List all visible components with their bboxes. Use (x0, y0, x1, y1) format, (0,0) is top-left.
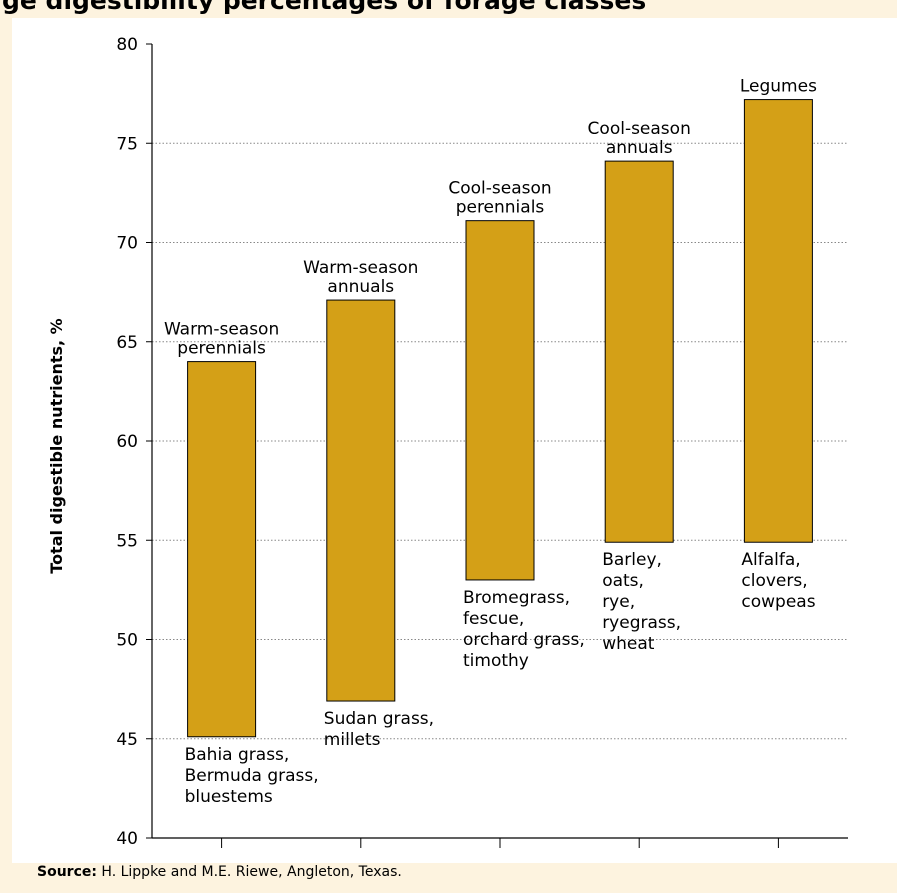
y-tick-label: 60 (116, 432, 138, 452)
example-label: fescue, (463, 609, 524, 629)
example-label: Alfalfa, (741, 550, 800, 570)
example-label: Bahia grass, (185, 745, 290, 765)
source-label: Source: (37, 864, 97, 880)
y-tick-label: 50 (116, 631, 138, 651)
range-bar (604, 160, 674, 543)
category-label: perennials (177, 339, 266, 359)
header-strip: ge digestibility percentages of forage c… (0, 0, 897, 16)
example-label: ryegrass, (602, 613, 681, 633)
y-tick-label: 65 (116, 333, 138, 353)
example-label: orchard grass, (463, 630, 585, 650)
example-label: oats, (602, 571, 644, 591)
category-label: Cool-season (588, 119, 691, 139)
category-label: annuals (327, 277, 394, 297)
source-note: Source: H. Lippke and M.E. Riewe, Anglet… (37, 864, 402, 880)
y-tick-label: 55 (116, 531, 138, 551)
page-title: ge digestibility percentages of forage c… (2, 0, 647, 15)
example-label: millets (324, 730, 381, 750)
range-bar (187, 361, 257, 738)
example-label: Bromegrass, (463, 588, 570, 608)
example-label: timothy (463, 651, 529, 671)
category-label: Warm-season (303, 258, 418, 278)
category-label: Warm-season (164, 320, 279, 340)
category-label: Cool-season (448, 179, 551, 199)
example-label: rye, (602, 592, 635, 612)
category-label: annuals (606, 138, 673, 158)
category-label: Legumes (740, 77, 817, 97)
range-bar (465, 220, 535, 581)
source-text: H. Lippke and M.E. Riewe, Angleton, Texa… (96, 864, 402, 880)
example-label: Bermuda grass, (185, 766, 319, 786)
example-label: Sudan grass, (324, 709, 434, 729)
example-label: Barley, (602, 550, 662, 570)
example-label: cowpeas (741, 592, 815, 612)
range-bar (326, 299, 396, 702)
y-tick-label: 45 (116, 730, 138, 750)
example-label: clovers, (741, 571, 807, 591)
example-label: bluestems (185, 787, 273, 807)
y-axis-title: Total digestible nutrients, % (47, 318, 66, 573)
y-tick-label: 75 (116, 134, 138, 154)
y-tick-label: 80 (116, 35, 138, 55)
range-bar (743, 99, 813, 543)
example-label: wheat (602, 634, 655, 654)
category-label: perennials (456, 198, 545, 218)
y-tick-label: 70 (116, 234, 138, 254)
y-tick-label: 40 (116, 829, 138, 849)
